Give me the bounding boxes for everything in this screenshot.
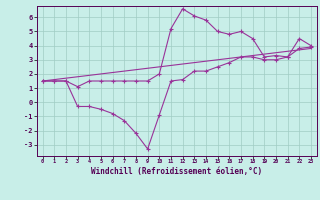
X-axis label: Windchill (Refroidissement éolien,°C): Windchill (Refroidissement éolien,°C) <box>91 167 262 176</box>
